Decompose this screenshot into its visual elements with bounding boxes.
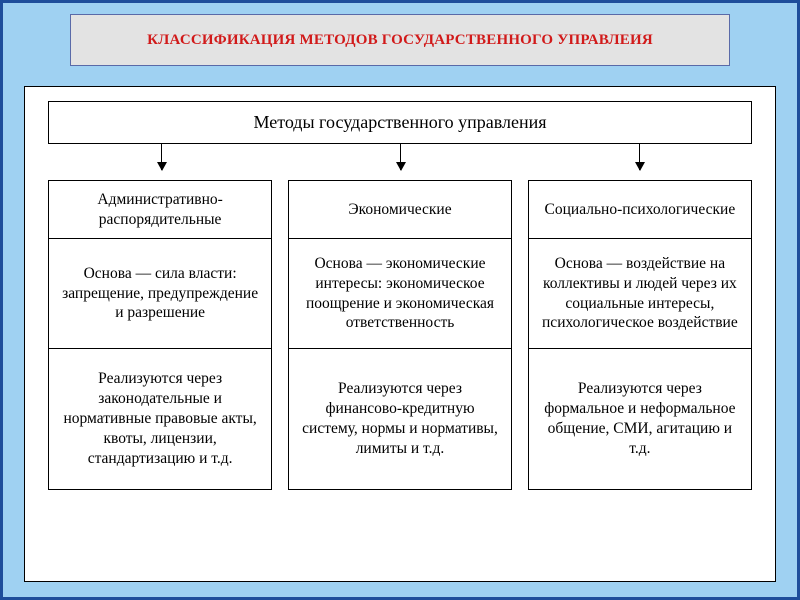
column-social-psychological: Социально-психологические Основа — возде… [528, 180, 752, 490]
diagram-panel: Методы государственного управления Админ… [24, 86, 776, 582]
column-header: Экономические [289, 181, 511, 239]
arrow-down-icon [400, 144, 401, 170]
columns-row: Административно-распорядительные Основа … [48, 180, 752, 490]
arrow-down-icon [161, 144, 162, 170]
arrow-down-icon [639, 144, 640, 170]
column-economic: Экономические Основа — экономические инт… [288, 180, 512, 490]
arrow-row [48, 144, 752, 180]
column-basis: Основа — воздействие на коллективы и люд… [529, 239, 751, 349]
column-basis: Основа — экономические интересы: экономи… [289, 239, 511, 349]
title-text: КЛАССИФИКАЦИЯ МЕТОДОВ ГОСУДАРСТВЕННОГО У… [147, 32, 653, 49]
column-header: Социально-психологические [529, 181, 751, 239]
column-administrative: Административно-распорядительные Основа … [48, 180, 272, 490]
root-box: Методы государственного управления [48, 101, 752, 144]
column-realization: Реализуются через законодательные и норм… [49, 349, 271, 489]
column-realization: Реализуются через формальное и неформаль… [529, 349, 751, 489]
title-banner: КЛАССИФИКАЦИЯ МЕТОДОВ ГОСУДАРСТВЕННОГО У… [70, 14, 730, 66]
column-realization: Реализуются через финансово-кредитную си… [289, 349, 511, 489]
column-basis: Основа — сила власти: запрещение, предуп… [49, 239, 271, 349]
column-header: Административно-распорядительные [49, 181, 271, 239]
